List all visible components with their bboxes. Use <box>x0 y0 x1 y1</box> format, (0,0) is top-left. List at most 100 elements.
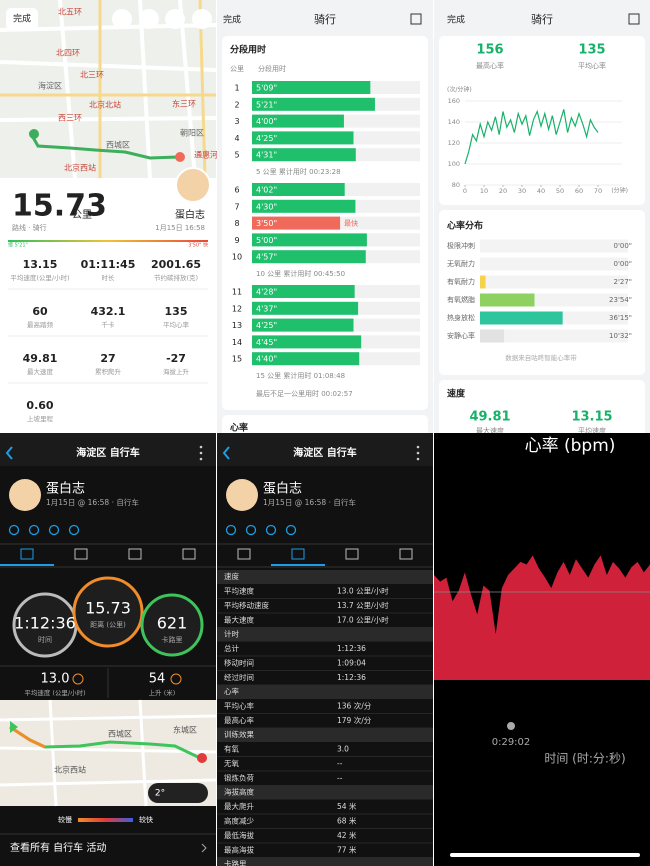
row-label: 最大速度 <box>224 614 254 624</box>
x-axis-label: 时间 (时:分:秒) <box>544 752 625 766</box>
zone-name: 有氧耐力 <box>447 277 475 286</box>
map-label: 西城区 <box>108 730 132 739</box>
all-activities-link[interactable]: 查看所有 自行车 活动 <box>10 841 106 854</box>
map-label: 东城区 <box>173 725 197 735</box>
menu-dot <box>199 445 203 449</box>
stat-label: 节约碳排放(克) <box>154 273 198 282</box>
zone-name: 安静心率 <box>447 331 475 340</box>
km-label: 1 <box>234 84 239 93</box>
share-button <box>628 13 640 25</box>
home-indicator <box>450 853 640 857</box>
map-label: 海淀区 <box>38 81 62 91</box>
done-button-label[interactable]: 完成 <box>13 13 31 25</box>
split-bar <box>252 114 344 128</box>
x-tick-label: 70 <box>594 187 602 195</box>
avg-speed-label: 平均速度 (公里/小时) <box>24 688 85 697</box>
zone-name: 极限冲刺 <box>447 241 475 250</box>
x-tick-label: 30 <box>518 187 526 195</box>
row-value: 77 米 <box>337 844 357 854</box>
hr-line <box>464 109 599 165</box>
km-label: 9 <box>234 236 239 245</box>
split-label: 4'45" <box>256 338 277 347</box>
pace-fast: 3'50" 快 <box>188 242 208 249</box>
menu-dot <box>199 457 203 461</box>
stat-label: 最高踏频 <box>27 320 54 329</box>
km-label: 10 <box>232 253 242 262</box>
back-button[interactable] <box>5 446 13 460</box>
calorie-label: 卡路里 <box>162 635 183 644</box>
y-tick-label: 80 <box>452 181 460 189</box>
map-road <box>0 60 217 72</box>
social-icon <box>265 524 277 536</box>
subtotal: 10 公里 累计用时 00:45:50 <box>256 269 345 278</box>
row-value: 1:09:04 <box>337 658 366 667</box>
section-header <box>217 627 433 642</box>
row-label: 最低海拔 <box>224 830 254 840</box>
card-title: 心率 <box>230 422 248 434</box>
zone-track <box>480 329 628 343</box>
subtotal: 15 公里 累计用时 01:08:48 <box>256 371 345 380</box>
row-label: 最高心率 <box>224 715 254 725</box>
split-label: 4'40" <box>256 355 277 364</box>
row-value: 13.0 公里/小时 <box>337 585 389 595</box>
km-label: 5 <box>234 151 239 160</box>
zone-name: 有氧燃脂 <box>447 295 475 304</box>
social-icon <box>225 524 237 536</box>
tab-icon <box>291 548 305 560</box>
toolbar-button <box>112 9 132 29</box>
zone-bar <box>480 275 486 289</box>
split-bar <box>252 318 354 332</box>
y-axis-label: (次/分钟) <box>447 86 472 94</box>
split-label: 3'50" <box>256 219 277 228</box>
ascent-icon <box>170 673 182 685</box>
split-bar <box>252 131 354 145</box>
distance-value: 15.73 <box>85 599 131 618</box>
stat-value: 135 <box>165 305 188 318</box>
km-label: 8 <box>234 219 239 228</box>
pace-bar <box>8 240 208 242</box>
section-header <box>217 857 433 866</box>
done-button[interactable]: 完成 <box>223 14 241 26</box>
split-bar <box>252 148 356 162</box>
speed-icon <box>72 673 84 685</box>
stat-label: 平均速度(公里/小时) <box>10 273 69 282</box>
zone-track <box>480 257 628 271</box>
tab-icon <box>399 548 413 560</box>
user-name: 蛋白志 <box>175 208 205 221</box>
map-road <box>0 746 217 754</box>
hr-area <box>434 555 650 680</box>
row-label: 平均心率 <box>224 700 254 710</box>
zone-bar <box>480 293 535 307</box>
km-label: 11 <box>232 288 242 297</box>
section-title: 心率 <box>224 686 239 696</box>
zone-name: 热身放松 <box>447 313 475 322</box>
tab-icon <box>182 548 196 560</box>
social-icon <box>68 524 80 536</box>
row-value: -- <box>337 773 343 782</box>
row-value: 1:12:36 <box>337 673 366 682</box>
menu-dot <box>416 445 420 449</box>
stat-value: 432.1 <box>91 305 126 318</box>
x-tick-label: 10 <box>480 187 488 195</box>
stat-value: -27 <box>166 352 186 365</box>
map-road <box>138 699 148 807</box>
y-tick-label: 120 <box>448 139 460 147</box>
speed-legend <box>78 818 133 822</box>
map-label: 北五环 <box>58 8 82 17</box>
legend-slow: 较慢 <box>58 815 72 824</box>
zone-value: 0'00" <box>613 260 632 268</box>
temperature: 2° <box>155 789 165 799</box>
split-label: 5'21" <box>256 100 277 109</box>
done-button[interactable]: 完成 <box>447 14 465 26</box>
start-flag <box>10 721 18 733</box>
split-label: 4'25" <box>256 321 277 330</box>
section-header <box>217 728 433 742</box>
map-road <box>0 116 217 122</box>
zone-value: 0'00" <box>613 242 632 250</box>
max-speed-label: 最大速度 <box>476 426 504 435</box>
temp-pill <box>148 783 208 803</box>
row-value: 13.7 公里/小时 <box>337 600 389 610</box>
back-button[interactable] <box>222 446 230 460</box>
split-label: 4'25" <box>256 134 277 143</box>
avatar <box>9 479 41 511</box>
